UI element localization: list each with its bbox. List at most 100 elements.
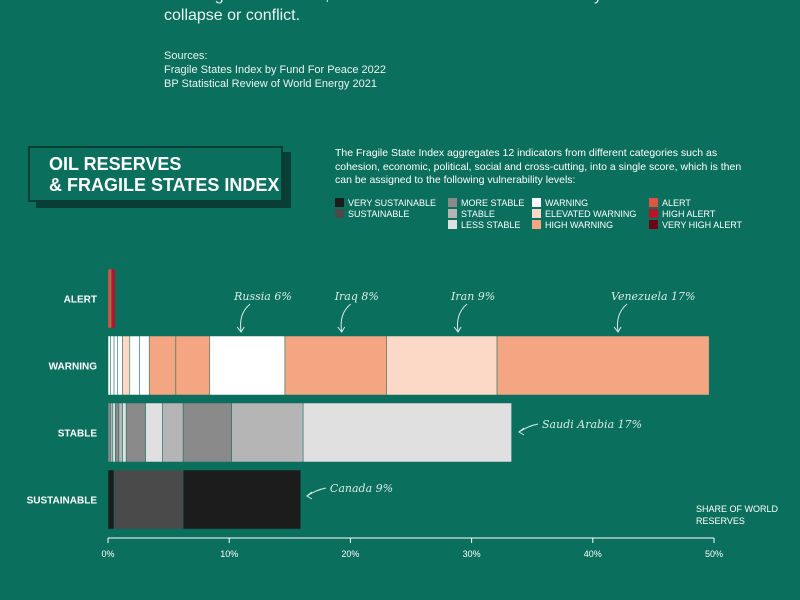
source-line: BP Statistical Review of World Energy 20… xyxy=(164,78,377,90)
legend-label: ELEVATED WARNING xyxy=(545,209,637,219)
legend-item: LESS STABLE xyxy=(448,220,520,231)
bar-segment xyxy=(182,469,301,530)
legend-label: HIGH WARNING xyxy=(545,220,614,230)
bar-segment xyxy=(175,335,211,396)
legend-swatch xyxy=(532,220,541,229)
x-tick-label: 10% xyxy=(220,549,238,559)
annotation-label: Venezuela 17% xyxy=(611,290,695,303)
legend-swatch xyxy=(335,198,344,207)
bar-segment xyxy=(110,335,115,396)
bar-segment xyxy=(302,402,512,463)
legend-label: STABLE xyxy=(461,209,495,219)
annotation-label: Saudi Arabia 17% xyxy=(542,418,642,431)
bar-segment xyxy=(111,268,116,329)
legend-label: VERY HIGH ALERT xyxy=(662,220,743,230)
bar-segment xyxy=(182,402,232,463)
bar-segment xyxy=(107,402,111,463)
bar-segment xyxy=(113,335,118,396)
x-tick-label: 30% xyxy=(463,549,481,559)
legend-swatch xyxy=(448,198,457,207)
legend-item: VERY SUSTAINABLE xyxy=(335,198,436,209)
annotation-arrowhead xyxy=(613,326,622,333)
chart-title-line-2: & FRAGILE STATES INDEX xyxy=(49,175,280,195)
bar-segment xyxy=(129,335,140,396)
chart-title: OIL RESERVES & FRAGILE STATES INDEX xyxy=(28,146,283,202)
legend-swatch xyxy=(649,209,658,218)
category-label: SUSTAINABLE xyxy=(27,496,98,507)
x-tick-label: 40% xyxy=(584,549,602,559)
category-label: STABLE xyxy=(58,429,98,440)
legend-item: STABLE xyxy=(448,209,495,220)
legend-swatch xyxy=(649,220,658,229)
bar-segment xyxy=(284,335,388,396)
legend-label: VERY SUSTAINABLE xyxy=(348,198,437,208)
legend-label: MORE STABLE xyxy=(461,198,525,208)
x-tick-label: 0% xyxy=(101,549,114,559)
bar-segment xyxy=(107,469,115,530)
category-label: WARNING xyxy=(49,362,98,373)
annotation-arrowhead xyxy=(518,427,525,436)
legend-label: WARNING xyxy=(545,198,589,208)
bar-segment xyxy=(496,335,710,396)
x-tick-label: 20% xyxy=(341,549,359,559)
legend-label: SUSTAINABLE xyxy=(348,209,410,219)
intro-text: the Fragile State Index, which measures … xyxy=(164,0,620,24)
index-description: The Fragile State Index aggregates 12 in… xyxy=(335,147,742,186)
bar-segment xyxy=(125,402,146,463)
legend-swatch xyxy=(448,220,457,229)
annotation-arrowhead xyxy=(236,326,245,333)
annotation-label: Iran 9% xyxy=(450,290,495,303)
legend-item: SUSTAINABLE xyxy=(335,209,409,220)
legend-label: LESS STABLE xyxy=(461,220,521,230)
bar-segment xyxy=(107,335,111,396)
annotation-arrowhead xyxy=(306,491,313,500)
bar-segment xyxy=(112,402,116,463)
bar-segment xyxy=(209,335,286,396)
annotation-arrow xyxy=(518,423,539,433)
legend-swatch xyxy=(532,198,541,207)
legend-item: ELEVATED WARNING xyxy=(532,209,636,220)
bar-segment xyxy=(117,335,123,396)
legend-swatch xyxy=(335,209,344,218)
annotation-arrow xyxy=(616,303,628,333)
legend: VERY SUSTAINABLE SUSTAINABLE MORE STABLE ST… xyxy=(335,198,775,234)
bar-segment xyxy=(115,402,120,463)
legend-item: MORE STABLE xyxy=(448,198,524,209)
annotation-arrow xyxy=(240,303,251,333)
bar-segment xyxy=(145,402,163,463)
sources-heading: Sources: xyxy=(164,50,208,62)
category-label: ALERT xyxy=(64,295,97,306)
bar-segment xyxy=(386,335,498,396)
bar-segment xyxy=(231,402,304,463)
legend-item: WARNING xyxy=(532,198,588,209)
annotation-label: Canada 9% xyxy=(330,482,393,495)
legend-swatch xyxy=(448,209,457,218)
legend-item: VERY HIGH ALERT xyxy=(649,220,742,231)
bar-segment xyxy=(107,268,112,329)
legend-swatch xyxy=(532,209,541,218)
x-axis-label: SHARE OF WORLD RESERVES xyxy=(696,504,779,526)
bar-segment xyxy=(113,469,184,530)
chart-title-line-1: OIL RESERVES xyxy=(49,154,182,174)
bar-segment xyxy=(118,402,123,463)
legend-item: ALERT xyxy=(649,198,691,209)
annotation-arrow xyxy=(456,303,468,333)
legend-label: HIGH ALERT xyxy=(662,209,716,219)
annotation-arrow xyxy=(306,487,327,497)
legend-swatch xyxy=(649,198,658,207)
annotation-arrowhead xyxy=(453,326,462,333)
legend-item: HIGH WARNING xyxy=(532,220,613,231)
x-tick-label: 50% xyxy=(705,549,723,559)
legend-label: ALERT xyxy=(662,198,691,208)
bar-segment xyxy=(162,402,184,463)
bar-segment xyxy=(122,402,127,463)
source-line: Fragile States Index by Fund For Peace 2… xyxy=(164,64,386,76)
annotation-arrowhead xyxy=(337,326,346,333)
bar-segment xyxy=(139,335,150,396)
annotation-label: Iraq 8% xyxy=(334,290,379,303)
annotation-label: Russia 6% xyxy=(233,290,292,303)
bar-segment xyxy=(122,335,131,396)
bar-segment xyxy=(148,335,177,396)
annotation-arrow xyxy=(340,303,352,333)
